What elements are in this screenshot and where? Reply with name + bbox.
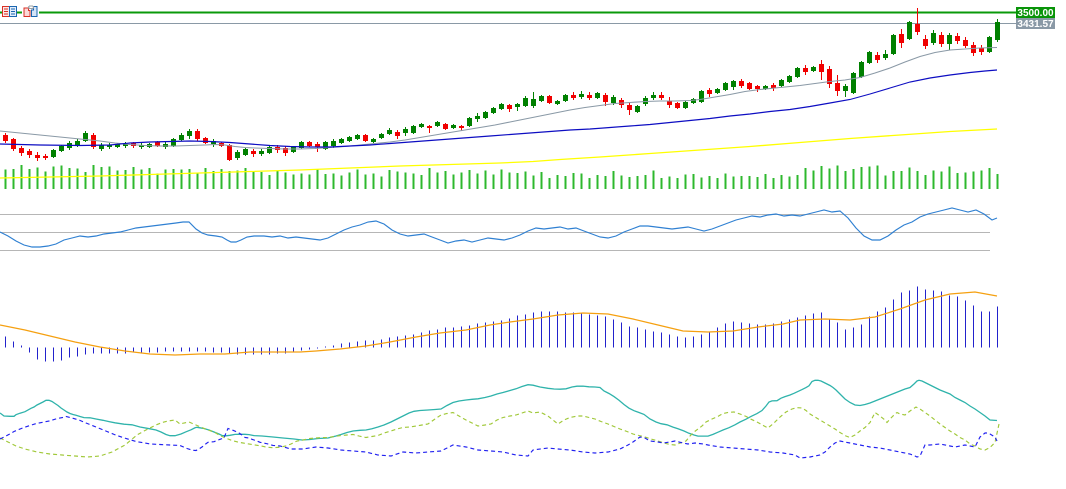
svg-text:3500.00: 3500.00 (1017, 8, 1054, 19)
svg-text:3431.57: 3431.57 (1017, 19, 1054, 30)
